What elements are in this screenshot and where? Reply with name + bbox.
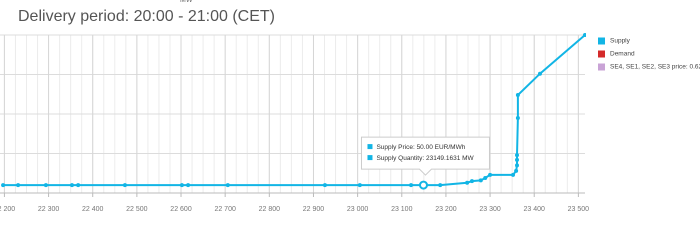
point [225,183,230,188]
point [515,93,520,98]
point [69,183,74,188]
point [1,183,6,188]
x-tick-label: 22 300 [38,206,60,213]
point [186,183,191,188]
point [179,183,184,188]
point [122,183,127,188]
point [537,71,542,76]
tooltip-swatch [367,155,373,161]
point [322,183,327,188]
tooltip-swatch [367,144,373,150]
point [515,163,520,168]
point [515,157,520,162]
point [469,179,474,184]
x-tick-label: 22 800 [259,206,281,213]
chart: Delivery period: 20:00 - 21:00 (CET) MW … [0,0,700,213]
x-tick-label: 23 200 [435,206,457,213]
x-tick-label: 23 100 [391,206,413,213]
x-tick-label: 22 400 [82,206,104,213]
tooltip-text: Supply Price: 50.00 EUR/MWh [376,144,465,151]
point [583,33,586,37]
point [483,175,488,180]
point [478,178,483,183]
x-tick-label: 22 500 [126,206,148,213]
x-tick-label: 22 200 [0,206,15,213]
point [357,183,362,188]
tooltip-text: Supply Quantity: 23149.1631 MW [376,155,474,162]
point [465,180,470,185]
point [488,172,493,177]
legend-swatch [598,37,605,45]
point [514,168,519,173]
highlight-point [418,180,428,190]
legend-swatch [598,63,605,71]
x-tick-label: 23 000 [347,206,369,213]
legend-swatch [598,50,605,58]
x-axis-label: MW [180,0,193,4]
point [76,183,81,188]
chart-title: Delivery period: 20:00 - 21:00 (CET) [18,8,275,25]
legend-label: SE4, SE1, SE2, SE3 price: 0.62 [610,64,700,71]
x-tick-label: 23 500 [568,206,590,213]
point [515,153,520,158]
point [515,115,520,120]
x-tick-label: 23 400 [524,206,546,213]
x-tick-label: 23 300 [479,206,501,213]
tooltip-box [360,136,490,176]
series-line [3,34,586,187]
x-tick-label: 22 700 [214,206,236,213]
point [409,183,414,188]
x-tick-label: 22 900 [303,206,325,213]
legend-label: Demand [610,51,635,58]
x-tick-label: 22 600 [170,206,192,213]
point [43,183,48,188]
point [511,172,516,177]
page: Delivery period: 20:00 - 21:00 (CET) MW … [0,0,700,213]
point [16,183,21,188]
plot [1,33,586,190]
legend-label: Supply [610,38,631,45]
point [438,183,443,188]
